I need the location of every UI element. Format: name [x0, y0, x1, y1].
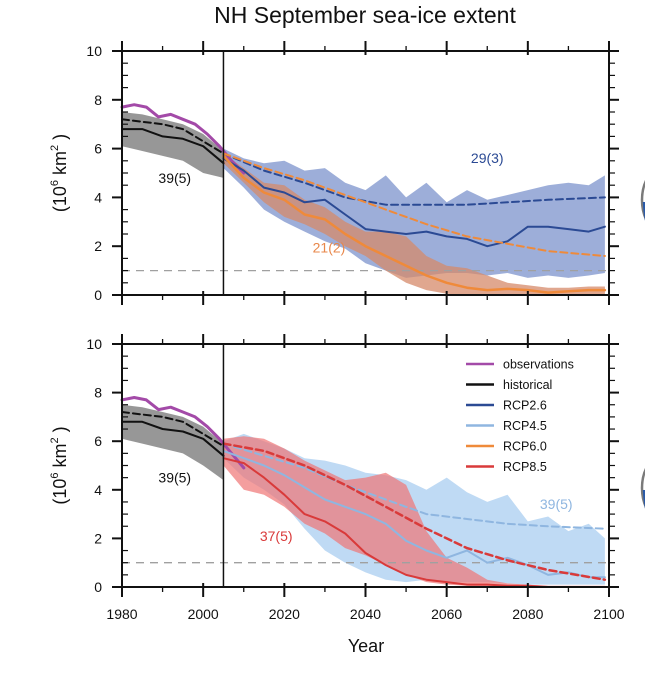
y-axis-title-part: (10 — [50, 186, 70, 212]
y-tick-label: 10 — [86, 336, 102, 352]
chart-title: NH September sea-ice extent — [214, 2, 516, 28]
y-tick-label: 8 — [94, 92, 102, 108]
annotation-label: 39(5) — [158, 470, 191, 486]
series-RCP6.0 — [222, 154, 607, 294]
series-RCP6.0-mean — [222, 152, 606, 257]
y-tick-label: 6 — [94, 433, 102, 449]
x-tick-label: 2100 — [593, 606, 624, 622]
series-historical — [121, 128, 225, 165]
y-tick-label: 2 — [94, 530, 102, 546]
y-axis-title-sup: 6 — [49, 472, 61, 478]
x-tick-label: 2040 — [350, 606, 381, 622]
y-axis-title: (106 km2 ) — [49, 426, 70, 504]
x-tick-label: 2000 — [188, 606, 219, 622]
annotation-label: 37(5) — [260, 528, 293, 544]
annotation-label: 39(5) — [540, 496, 573, 512]
edge-globe-outline — [640, 468, 645, 508]
series-RCP2.6-mean — [222, 152, 606, 206]
y-tick-label: 4 — [94, 482, 102, 498]
x-tick-label: 2020 — [269, 606, 300, 622]
y-tick-label: 8 — [94, 385, 102, 401]
x-tick-label: 1980 — [106, 606, 137, 622]
y-tick-label: 6 — [94, 141, 102, 157]
series-RCP8.5-mean — [222, 442, 607, 581]
series-RCP4.5-mean — [222, 442, 606, 530]
x-axis-title: Year — [348, 636, 384, 656]
legend-label-RCP2.6: RCP2.6 — [503, 399, 547, 413]
y-axis-title-part: km — [50, 151, 70, 180]
band-historical-range — [122, 112, 224, 178]
y-axis-title-sup: 2 — [49, 145, 61, 151]
y-tick-label: 0 — [94, 287, 102, 303]
legend-label-RCP4.5: RCP4.5 — [503, 419, 547, 433]
edge-globe-blue-arc — [642, 201, 645, 221]
legend-label-RCP6.0: RCP6.0 — [503, 440, 547, 454]
annotation-label: 39(5) — [158, 170, 191, 186]
y-axis-title-part: km — [50, 443, 70, 472]
series-RCP4.5 — [222, 449, 606, 579]
annotation-label: 29(3) — [471, 150, 504, 166]
y-tick-label: 4 — [94, 189, 102, 205]
y-axis-title: (106 km2 ) — [49, 134, 70, 212]
legend-label-observations: observations — [503, 358, 574, 372]
y-axis-title-part: (10 — [50, 479, 70, 505]
x-tick-label: 2060 — [431, 606, 462, 622]
series-historical-mean — [121, 411, 225, 448]
y-axis-title-sup: 2 — [49, 437, 61, 443]
y-axis-title-part: ) — [50, 426, 70, 437]
edge-globe-outline — [640, 180, 645, 220]
edge-globe-blue-arc — [642, 489, 645, 509]
x-tick-label: 2080 — [512, 606, 543, 622]
band-RCP6.0-range — [223, 153, 605, 295]
series-historical-mean — [121, 118, 225, 155]
series-historical — [121, 420, 225, 457]
series-RCP2.6 — [222, 157, 606, 248]
annotation-label: 21(2) — [313, 239, 346, 255]
legend-label-RCP8.5: RCP8.5 — [503, 460, 547, 474]
y-tick-label: 10 — [86, 43, 102, 59]
band-RCP2.6-range — [223, 148, 605, 278]
legend-label-historical: historical — [503, 378, 552, 392]
legend: observations historical RCP2.6 RCP4.5 RCP6.0… — [466, 358, 574, 474]
y-axis-title-part: ) — [50, 134, 70, 145]
y-axis-title-sup: 6 — [49, 180, 61, 186]
bottom-panel: 0 2 4 6 8 10 1980 2000 2020 2040 2060 2080 2100 (106 … — [49, 334, 625, 622]
edge-decorations — [640, 180, 645, 509]
y-tick-label: 0 — [94, 579, 102, 595]
y-tick-label: 2 — [94, 238, 102, 254]
